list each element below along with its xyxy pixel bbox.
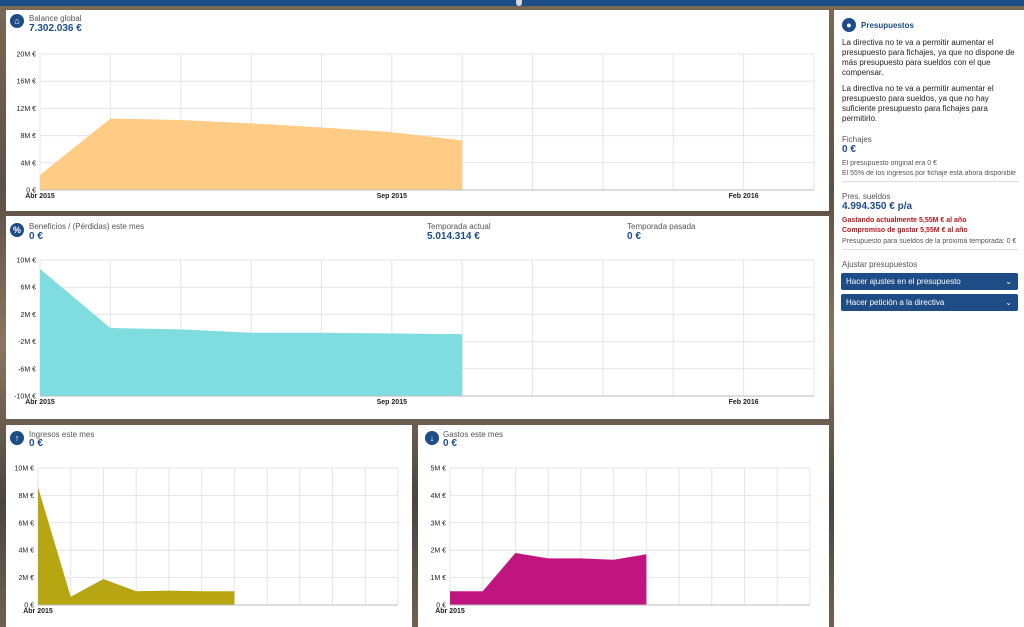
y-tick-label: 1M €: [430, 575, 446, 582]
chevron-down-icon: ⌄: [1005, 277, 1012, 286]
season-value: 5.014.314 €: [427, 231, 480, 242]
ingresos-chart: 10M € 8M € 6M € 4M € 2M € 0 €Abr 2015: [15, 466, 399, 615]
area-series: [40, 268, 463, 396]
y-tick-label: 2M €: [20, 312, 36, 319]
y-tick-label: 2M €: [18, 575, 34, 582]
x-tick-label: Abr 2015: [23, 608, 53, 615]
y-tick-label: -6M €: [18, 366, 36, 373]
request-board-button[interactable]: Hacer petición a la directiva ⌄: [841, 294, 1018, 311]
y-tick-label: 2M €: [430, 548, 446, 555]
adjust-budget-button-label: Hacer ajustes en el presupuesto: [846, 277, 961, 286]
gastos-title: Gastos este mes: [443, 430, 504, 439]
area-series: [450, 552, 647, 605]
sidebar-header: ● Presupuestos: [842, 18, 914, 32]
y-tick-label: 12M €: [17, 106, 37, 113]
x-tick-label: Abr 2015: [25, 193, 55, 200]
area-series: [38, 487, 235, 605]
top-bar: [0, 0, 1024, 6]
balance-panel: ⌂ Balance global 7.302.036 € 20M € 16M € 1…: [6, 10, 829, 211]
y-tick-label: 16M €: [17, 79, 37, 86]
balance-chart: 20M € 16M € 12M € 8M € 4M € 0 €Abr 2015 Sep 20…: [17, 52, 815, 200]
gastos-chart: 5M € 4M € 3M € 2M € 1M € 0 €Abr 2015: [430, 466, 811, 615]
fichajes-note-original: El presupuesto original era 0 €: [842, 160, 937, 167]
adjust-label: Ajustar presupuestos: [842, 260, 918, 269]
ingresos-panel: ↑ Ingresos este mes 0 € 10M € 8M € 6M € 4M …: [6, 425, 412, 627]
y-tick-label: 0 €: [436, 603, 446, 610]
y-tick-label: 4M €: [18, 548, 34, 555]
y-tick-label: 8M €: [18, 493, 34, 500]
x-tick-label: Feb 2016: [729, 193, 759, 200]
fichajes-label: Fichajes: [842, 135, 872, 144]
fichajes-value: 0 €: [842, 144, 856, 155]
arrow-up-icon: ↑: [10, 431, 24, 445]
y-tick-label: 0 €: [24, 603, 34, 610]
ingresos-value: 0 €: [29, 438, 43, 449]
sueldos-spending: Gastando actualmente 5,55M € al año: [842, 217, 967, 224]
beneficios-value: 0 €: [29, 231, 43, 242]
x-tick-label: Abr 2015: [25, 399, 55, 406]
adjust-budget-button[interactable]: Hacer ajustes en el presupuesto ⌄: [841, 273, 1018, 290]
y-tick-label: 20M €: [17, 52, 37, 59]
sueldos-value: 4.994.350 € p/a: [842, 201, 913, 212]
sidebar-title: Presupuestos: [861, 20, 914, 30]
y-tick-label: 8M €: [20, 133, 36, 140]
season-label: Temporada actual: [427, 222, 491, 231]
gastos-value: 0 €: [443, 438, 457, 449]
y-tick-label: 3M €: [430, 520, 446, 527]
gastos-panel: ↓ Gastos este mes 0 € 5M € 4M € 3M € 2M € 1M…: [418, 425, 829, 627]
sueldos-label: Pres. sueldos: [842, 192, 891, 201]
fichajes-note-percent: El 55% de los ingresos por fichaje está …: [842, 170, 1016, 177]
board-message-1: La directiva no te va a permitir aumenta…: [842, 38, 1015, 77]
chevron-down-icon: ⌄: [1005, 298, 1012, 307]
divider: [842, 181, 1018, 182]
percent-icon: %: [10, 223, 24, 237]
x-tick-label: Sep 2015: [377, 399, 407, 406]
sueldos-next-season-note: Presupuesto para sueldos de la próxima t…: [842, 238, 1017, 245]
x-tick-label: Abr 2015: [435, 608, 465, 615]
chat-bubble-icon: ●: [842, 18, 856, 32]
arrow-down-icon: ↓: [425, 431, 439, 445]
y-tick-label: 6M €: [18, 520, 34, 527]
beneficios-title: Beneficios / (Pérdidas) este mes: [29, 222, 145, 231]
past-season-value: 0 €: [627, 231, 641, 242]
divider: [842, 249, 1018, 250]
y-tick-label: 10M €: [17, 258, 37, 265]
sueldos-commitment: Compromiso de gastar 5,55M € al año: [842, 227, 968, 234]
beneficios-panel: % Beneficios / (Pérdidas) este mes 0 € T…: [6, 216, 829, 419]
ingresos-title: Ingresos este mes: [29, 430, 95, 439]
piggy-bank-icon: ⌂: [10, 14, 24, 28]
y-tick-label: 10M €: [15, 466, 35, 473]
x-tick-label: Feb 2016: [729, 399, 759, 406]
beneficios-chart: 10M € 6M € 2M € -2M € -6M € -10M €Abr 2015 Sep…: [14, 258, 815, 406]
balance-value: 7.302.036 €: [29, 23, 82, 34]
board-message-2: La directiva no te va a permitir aumenta…: [842, 84, 994, 123]
pin-icon: [516, 0, 522, 6]
y-tick-label: -10M €: [14, 394, 36, 401]
y-tick-label: 4M €: [20, 160, 36, 167]
budget-sidebar: ● Presupuestos La directiva no te va a p…: [834, 10, 1024, 627]
y-tick-label: -2M €: [18, 339, 36, 346]
balance-title: Balance global: [29, 14, 82, 23]
request-board-button-label: Hacer petición a la directiva: [846, 298, 945, 307]
y-tick-label: 4M €: [430, 493, 446, 500]
y-tick-label: 6M €: [20, 285, 36, 292]
past-season-label: Temporada pasada: [627, 222, 696, 231]
y-tick-label: 0 €: [26, 188, 36, 195]
area-series: [40, 118, 463, 190]
x-tick-label: Sep 2015: [377, 193, 407, 200]
y-tick-label: 5M €: [430, 466, 446, 473]
